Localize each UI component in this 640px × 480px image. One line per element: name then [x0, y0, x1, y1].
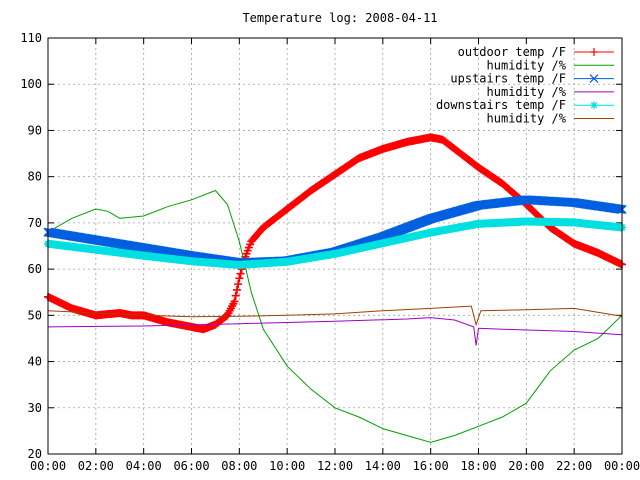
x-tick-label: 00:00 — [604, 459, 640, 473]
legend-marker — [590, 101, 598, 110]
x-tick-label: 00:00 — [30, 459, 66, 473]
legend-label: humidity /% — [487, 112, 567, 126]
legend-marker — [590, 48, 598, 56]
y-tick-label: 110 — [20, 31, 42, 45]
x-tick-label: 08:00 — [221, 459, 257, 473]
series-5 — [47, 305, 623, 327]
series-1 — [47, 189, 623, 443]
x-tick-label: 10:00 — [269, 459, 305, 473]
series-line — [47, 317, 623, 346]
x-tick-label: 22:00 — [556, 459, 592, 473]
x-axis-ticks: 00:00 02:00 04:00 06:00 08:00 10:00 12:00 14:00… — [30, 38, 640, 473]
chart-title: Temperature log: 2008-04-11 — [242, 11, 437, 25]
grid — [48, 38, 622, 454]
legend-label: outdoor temp /F — [458, 45, 566, 59]
series-line — [47, 305, 623, 327]
y-tick-label: 100 — [20, 77, 42, 91]
series-4 — [44, 217, 626, 269]
legend-marker — [589, 74, 599, 84]
y-tick-label: 60 — [28, 262, 42, 276]
x-tick-label: 18:00 — [460, 459, 496, 473]
y-tick-label: 30 — [28, 401, 42, 415]
x-tick-label: 02:00 — [78, 459, 114, 473]
y-axis-ticks: 20 30 40 50 60 70 80 90 100 110 — [20, 31, 622, 461]
series-markers — [44, 217, 626, 269]
legend-label: upstairs temp /F — [450, 72, 566, 86]
plot-frame — [47, 37, 623, 455]
x-tick-label: 16:00 — [413, 459, 449, 473]
y-tick-label: 50 — [28, 308, 42, 322]
y-tick-label: 40 — [28, 355, 42, 369]
legend-label: downstairs temp /F — [436, 98, 566, 112]
legend-label: humidity /% — [487, 85, 567, 99]
x-tick-label: 14:00 — [365, 459, 401, 473]
x-tick-label: 20:00 — [508, 459, 544, 473]
x-tick-label: 12:00 — [317, 459, 353, 473]
x-tick-label: 04:00 — [126, 459, 162, 473]
legend-label: humidity /% — [487, 58, 567, 72]
y-tick-label: 90 — [28, 123, 42, 137]
series-lines — [43, 133, 627, 443]
series-3 — [47, 317, 623, 346]
y-tick-label: 80 — [28, 170, 42, 184]
x-tick-label: 06:00 — [173, 459, 209, 473]
y-tick-label: 20 — [28, 447, 42, 461]
series-line — [47, 189, 623, 443]
y-tick-label: 70 — [28, 216, 42, 230]
